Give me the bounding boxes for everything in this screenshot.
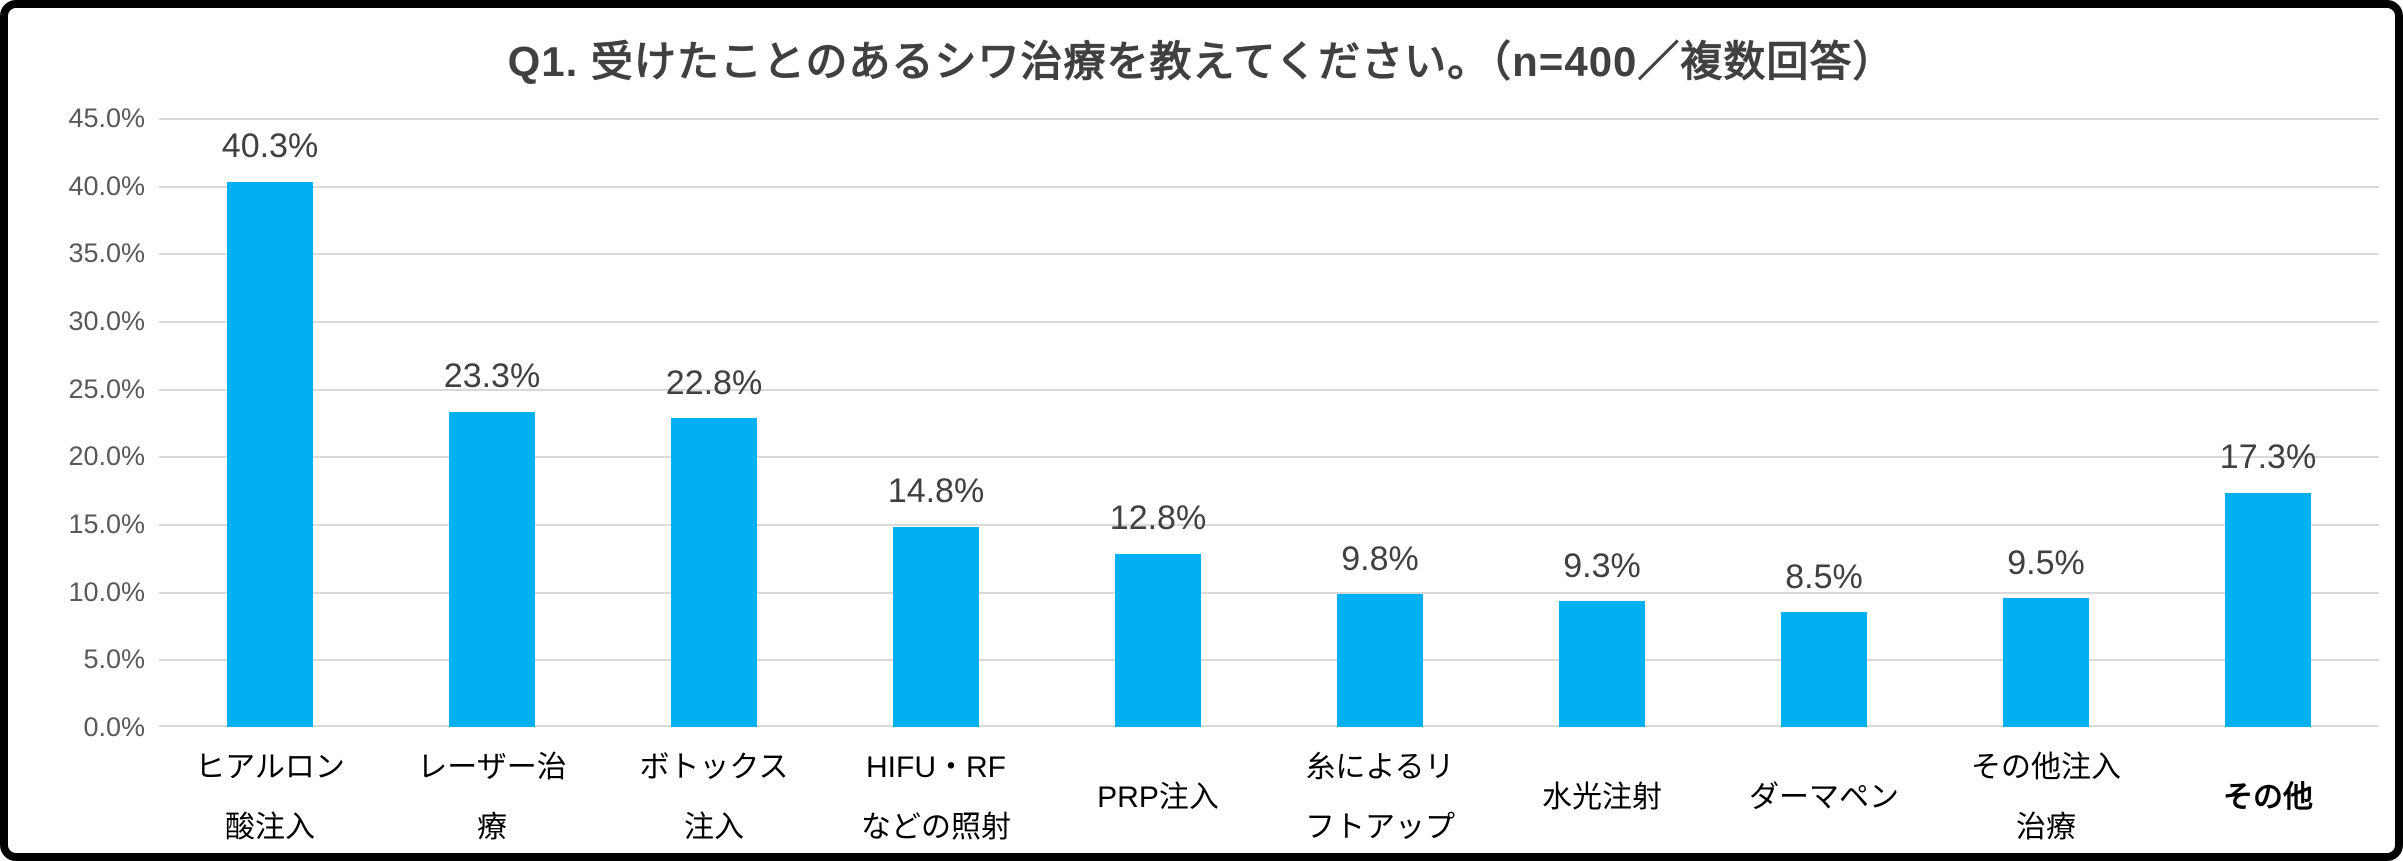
bar-8	[1781, 611, 1867, 727]
x-category-label: 水光注射	[1542, 781, 1662, 814]
y-tick-label: 15.0%	[68, 509, 145, 539]
bar-value-label: 40.3%	[221, 127, 319, 166]
y-tick-label: 10.0%	[68, 576, 145, 607]
bar-5	[1115, 553, 1201, 727]
x-axis: ヒアルロン 酸注入 レーザー治 療ボトックス 注入 HIFU・RF などの照射 PRP…	[159, 737, 2379, 853]
bar-value-label: 23.3%	[443, 357, 541, 396]
y-tick-label: 5.0%	[83, 644, 145, 675]
bar-series: 40.3% 23.3% 22.8% 14.8% 12.8% 9.8% 9.3% …	[159, 118, 2379, 727]
y-tick-label: 35.0%	[68, 238, 145, 269]
x-category-label: PRP注入	[1097, 781, 1219, 814]
gridline	[159, 388, 2379, 391]
bar-slot: 8.5%	[1713, 118, 1935, 727]
x-category-label: ダーマペン	[1749, 781, 1899, 814]
x-category-label: ヒアルロン 酸注入	[195, 751, 345, 844]
gridline	[159, 456, 2379, 459]
bar-slot: 14.8%	[825, 118, 1047, 727]
x-category-label: レーザー治 療	[417, 751, 567, 844]
y-tick-label: 30.0%	[68, 306, 145, 336]
gridline	[159, 659, 2379, 662]
plot-area: 40.3% 23.3% 22.8% 14.8% 12.8% 9.8% 9.3% …	[159, 118, 2379, 727]
bar-6	[1337, 594, 1423, 727]
gridline	[159, 253, 2379, 256]
bar-9	[2003, 598, 2089, 727]
gridline	[159, 591, 2379, 594]
x-category-label: その他	[2223, 781, 2313, 814]
x-category-label: 糸によるリ フトアップ	[1305, 751, 1455, 844]
bar-slot: 9.5%	[1935, 118, 2157, 727]
bar-value-label: 12.8%	[1109, 499, 1207, 538]
y-tick-label: 40.0%	[68, 170, 145, 201]
x-category-label: その他注入 治療	[1971, 751, 2121, 844]
y-tick-label: 25.0%	[68, 373, 145, 404]
y-tick-label: 45.0%	[68, 103, 145, 133]
gridline	[159, 185, 2379, 188]
bar-slot: 9.8%	[1269, 118, 1491, 727]
bar-value-label: 9.5%	[2007, 544, 2085, 583]
bar-slot: 23.3%	[381, 118, 603, 727]
bar-slot: 12.8%	[1047, 118, 1269, 727]
y-tick-label: 0.0%	[83, 712, 145, 742]
bar-1	[227, 181, 313, 727]
bar-value-label: 17.3%	[2219, 438, 2317, 477]
bar-2	[449, 411, 535, 727]
y-tick-label: 20.0%	[68, 441, 145, 472]
bar-slot: 9.3%	[1491, 118, 1713, 727]
gridline	[159, 524, 2379, 526]
gridline	[159, 118, 2379, 120]
y-axis: 45.0% 40.0% 35.0% 30.0% 25.0% 20.0% 15.0% 10.0%…	[18, 103, 145, 742]
gridline	[159, 725, 2379, 727]
bar-3	[671, 418, 757, 727]
bar-slot: 40.3%	[159, 118, 381, 727]
x-category-label: ボトックス 注入	[639, 751, 789, 844]
bar-value-label: 8.5%	[1785, 557, 1863, 596]
bar-value-label: 22.8%	[665, 364, 763, 403]
bar-4	[893, 526, 979, 727]
bar-slot: 22.8%	[603, 118, 825, 727]
bar-slot: 17.3%	[2157, 118, 2379, 727]
bar-value-label: 9.8%	[1341, 539, 1419, 578]
gridline	[159, 321, 2379, 323]
bar-7	[1559, 601, 1645, 727]
x-category-label: HIFU・RF などの照射	[861, 751, 1011, 844]
chart-title: Q1. 受けたことのあるシワ治療を教えてください。（n=400／複数回答）	[507, 38, 1896, 85]
bar-value-label: 14.8%	[887, 472, 985, 511]
bar-value-label: 9.3%	[1563, 546, 1641, 585]
bar-10	[2225, 492, 2311, 727]
